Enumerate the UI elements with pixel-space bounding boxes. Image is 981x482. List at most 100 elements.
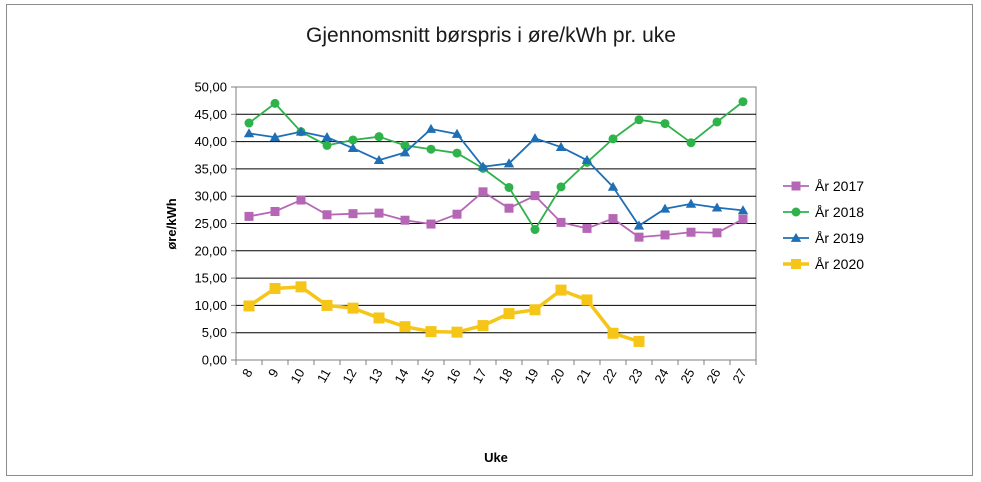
y-axis-ticks: 0,00 5,00 10,00 15,00 20,00 25,00 30,00 35,00 40… <box>194 80 236 368</box>
data-point <box>478 187 488 197</box>
data-point <box>633 220 645 230</box>
x-tick-label: 27 <box>729 366 749 386</box>
series-3 <box>243 123 749 230</box>
data-point <box>504 182 514 192</box>
data-point <box>555 141 567 151</box>
data-point <box>295 126 307 136</box>
data-point <box>712 228 722 238</box>
data-point <box>348 209 358 219</box>
data-point <box>399 321 411 333</box>
data-point <box>347 142 359 153</box>
data-point <box>791 181 801 191</box>
data-point <box>633 335 645 347</box>
y-tick-label: 20,00 <box>194 243 227 258</box>
data-point <box>426 219 436 229</box>
legend-label: År 2020 <box>815 256 864 272</box>
chart-title: Gjennomsnitt børspris i øre/kWh pr. uke <box>306 24 676 47</box>
x-tick-label: 11 <box>314 366 334 385</box>
x-tick-label: 10 <box>287 366 307 386</box>
data-point <box>374 132 384 142</box>
y-tick-label: 10,00 <box>194 298 227 313</box>
y-tick-label: 15,00 <box>194 271 227 286</box>
data-point <box>296 195 306 205</box>
y-tick-label: 45,00 <box>194 107 227 122</box>
y-tick-label: 0,00 <box>202 353 227 368</box>
legend-item: År 2018 <box>783 204 864 220</box>
data-point <box>791 259 801 269</box>
data-point <box>711 202 723 212</box>
data-point <box>400 140 410 150</box>
legend-label: År 2017 <box>815 178 864 194</box>
data-point <box>737 205 749 215</box>
data-point <box>477 320 489 332</box>
x-tick-label: 22 <box>599 366 619 386</box>
data-point <box>529 304 541 316</box>
x-axis-title: Uke <box>484 450 508 465</box>
data-point <box>425 326 437 338</box>
data-point <box>581 154 593 165</box>
data-point <box>582 223 592 233</box>
x-tick-label: 16 <box>443 366 463 386</box>
x-tick-label: 15 <box>417 366 437 386</box>
data-point <box>477 161 489 171</box>
x-tick-label: 24 <box>651 366 671 386</box>
y-tick-label: 30,00 <box>194 189 227 204</box>
y-tick-label: 35,00 <box>194 161 227 176</box>
x-tick-label: 21 <box>573 366 593 386</box>
x-tick-label: 23 <box>625 366 645 386</box>
data-point <box>270 206 280 216</box>
data-point <box>451 128 463 138</box>
x-tick-label: 17 <box>469 366 489 386</box>
data-point <box>295 281 307 293</box>
data-point <box>608 134 618 144</box>
x-tick-label: 14 <box>391 366 411 386</box>
y-axis-title: øre/kWh <box>164 198 179 249</box>
data-point <box>660 230 670 240</box>
data-point <box>581 294 593 306</box>
legend: År 2017 År 2018 År 2019 År 2020 <box>783 178 864 272</box>
data-point <box>555 284 567 296</box>
series-2 <box>244 97 748 235</box>
legend-item: År 2019 <box>783 230 864 246</box>
y-tick-label: 5,00 <box>202 325 227 340</box>
data-point <box>270 98 280 108</box>
data-point <box>348 135 358 145</box>
data-point <box>452 148 462 158</box>
data-point <box>425 123 437 133</box>
legend-item: År 2020 <box>783 256 864 272</box>
data-point <box>659 203 671 213</box>
legend-label: År 2019 <box>815 230 864 246</box>
x-tick-label: 20 <box>547 366 567 386</box>
data-point <box>686 138 696 148</box>
data-point <box>556 217 566 227</box>
data-point <box>686 227 696 237</box>
series-4 <box>243 281 645 347</box>
data-point <box>712 117 722 127</box>
x-tick-label: 13 <box>365 366 385 386</box>
data-point <box>685 198 697 208</box>
data-point <box>790 232 802 242</box>
data-point <box>244 211 254 221</box>
data-point <box>269 282 281 294</box>
legend-label: År 2018 <box>815 204 864 220</box>
data-point <box>321 299 333 311</box>
x-tick-label: 19 <box>521 366 541 386</box>
data-point <box>426 144 436 154</box>
series-line <box>248 285 640 344</box>
data-point <box>399 147 411 157</box>
data-point <box>607 181 619 191</box>
x-tick-label: 12 <box>339 366 359 386</box>
x-axis-ticks: 8 9 10 11 12 13 14 15 16 17 18 19 20 21 22 23 24 25 26 27 <box>235 360 757 386</box>
data-point <box>530 225 540 235</box>
data-point <box>607 327 619 339</box>
data-point <box>244 118 254 128</box>
data-point <box>452 209 462 219</box>
series-1 <box>244 187 748 242</box>
data-point <box>269 132 281 142</box>
data-point <box>400 215 410 225</box>
series-layer <box>243 97 749 347</box>
data-point <box>738 97 748 107</box>
data-point <box>634 115 644 125</box>
data-point <box>243 128 255 138</box>
data-point <box>347 302 359 314</box>
